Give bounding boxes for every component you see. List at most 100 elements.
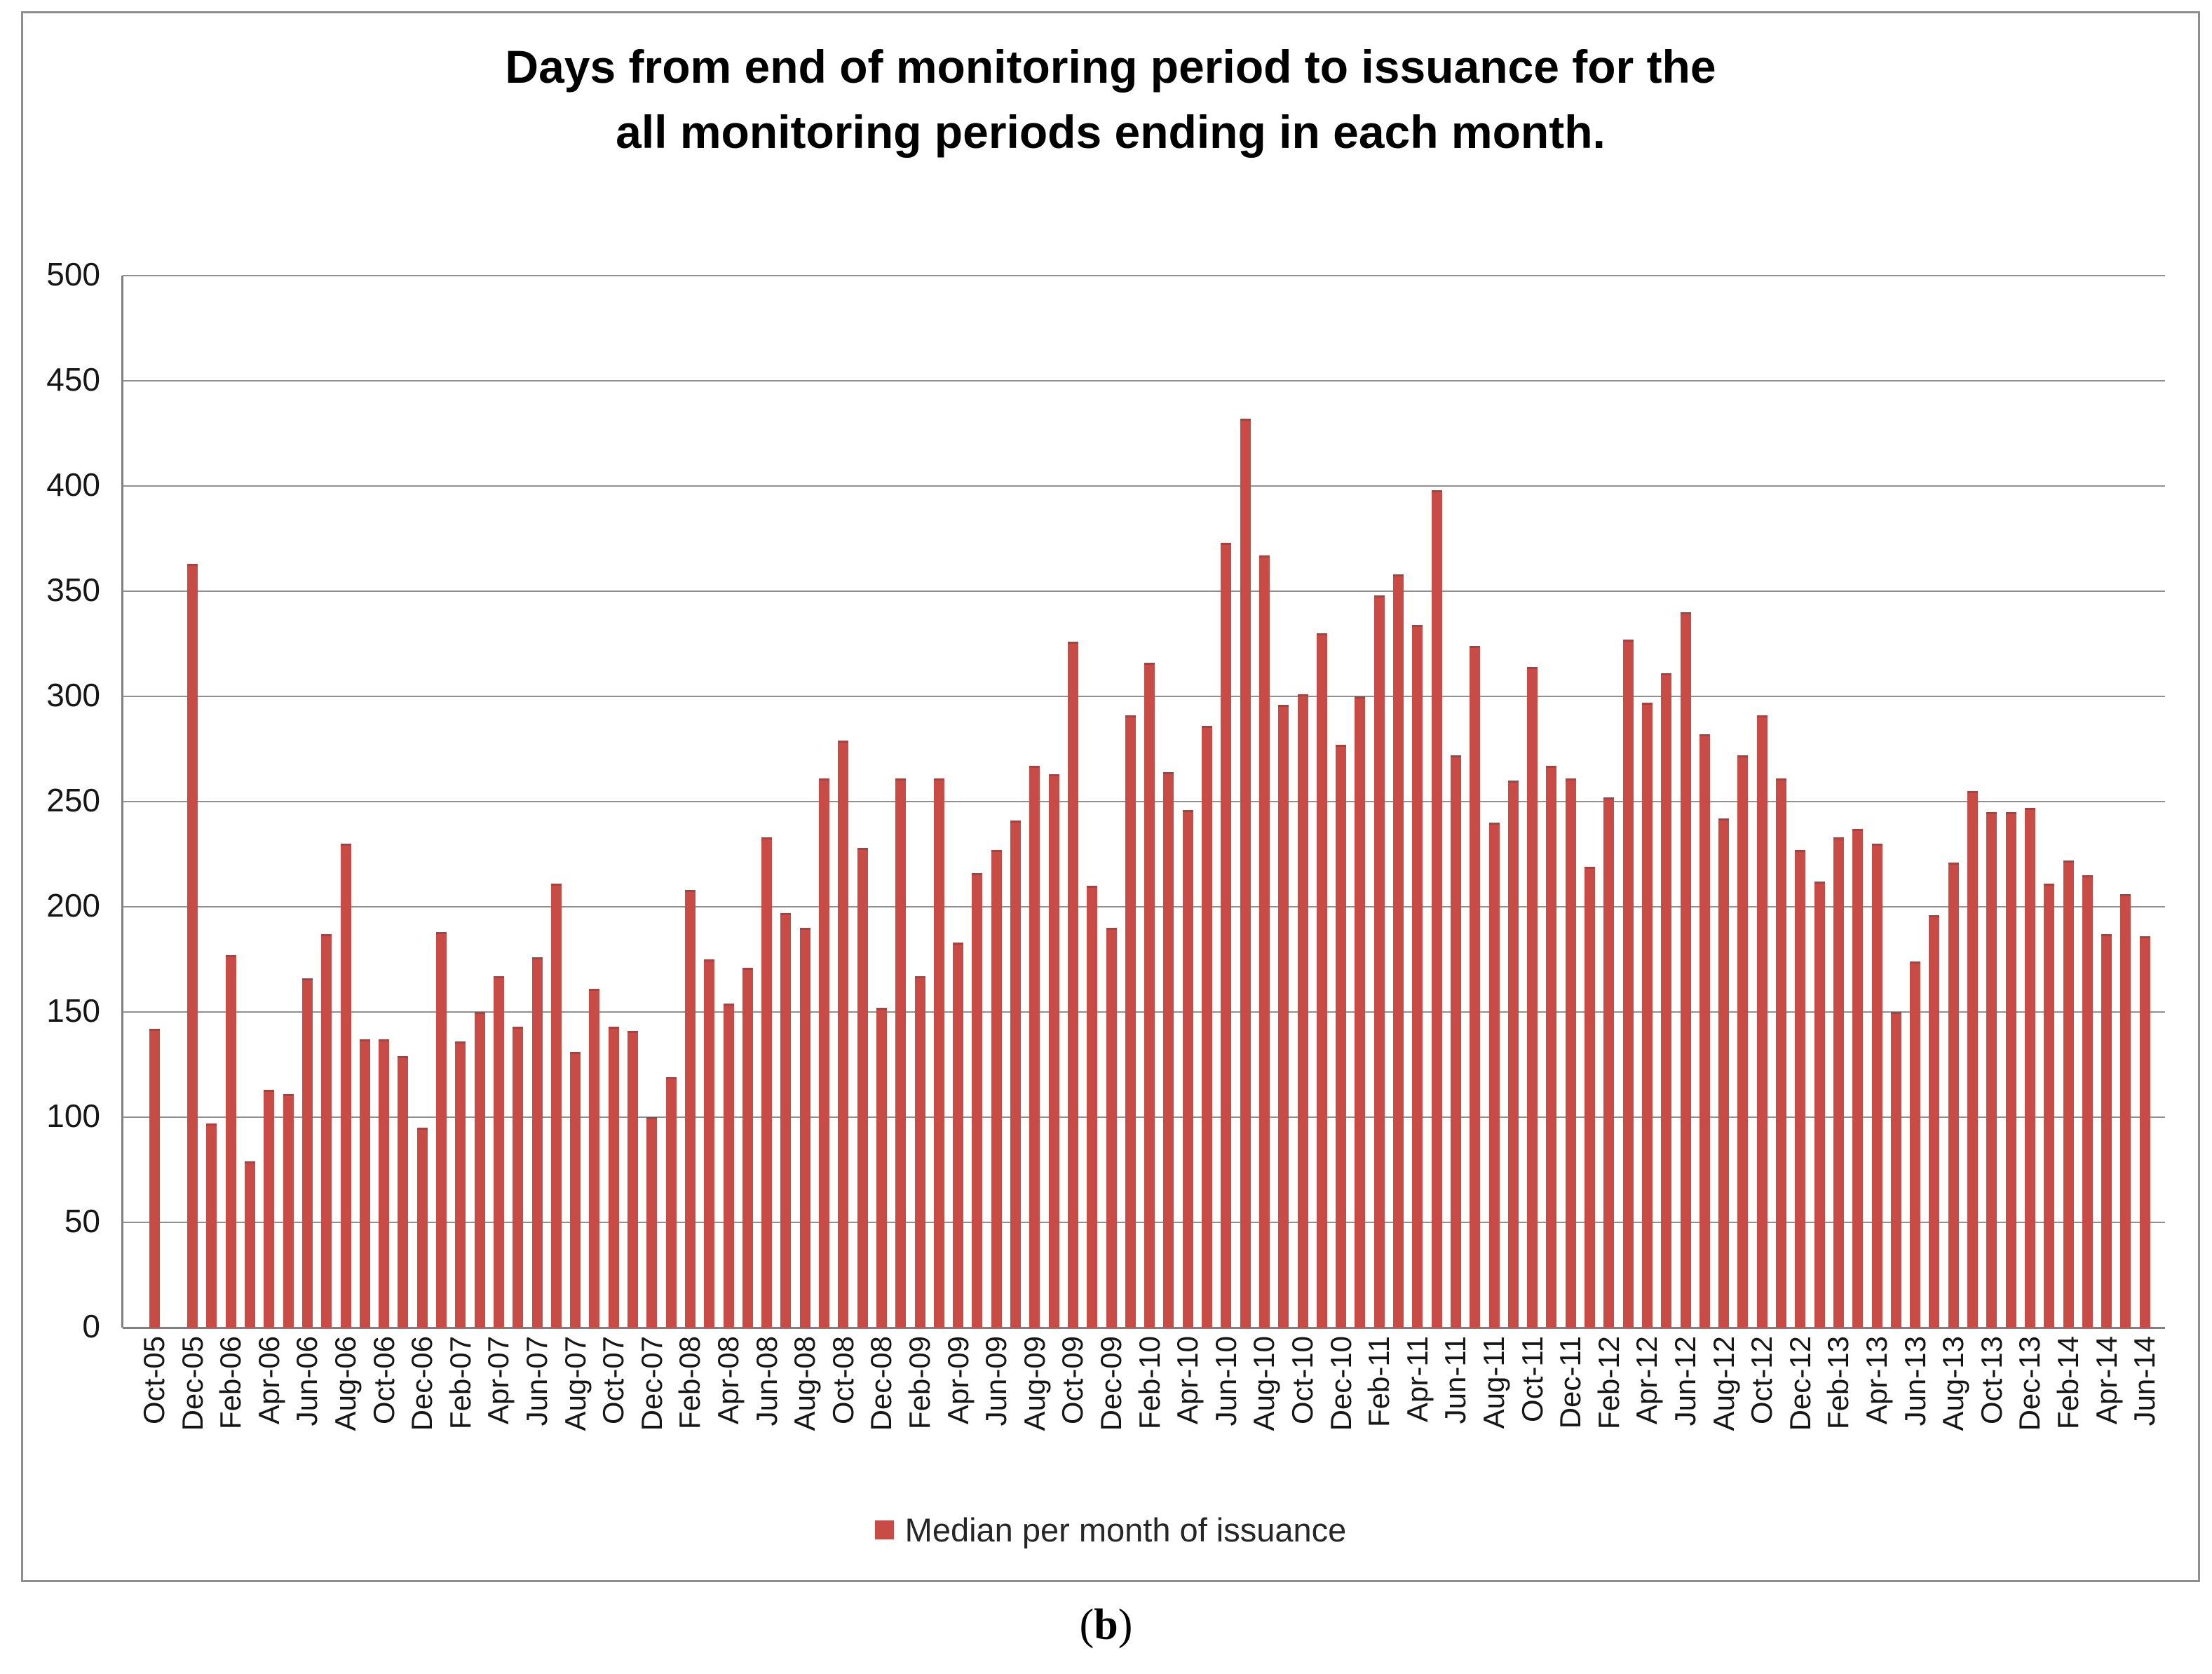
x-tick-label-Feb-11: Feb-11 — [1362, 1336, 1396, 1427]
bar-Feb-06 — [225, 955, 236, 1328]
gridline-200 — [123, 906, 2165, 907]
bar-Jul-08 — [780, 913, 792, 1328]
bar-Jan-11 — [1355, 696, 1366, 1328]
bar-Oct-12 — [1756, 715, 1767, 1328]
x-tick-label-Dec-11: Dec-11 — [1554, 1336, 1587, 1429]
bar-Aug-13 — [1948, 863, 1959, 1328]
caption-close: ) — [1118, 1601, 1133, 1649]
x-tick-label-Dec-06: Dec-06 — [405, 1336, 439, 1431]
bar-Jul-13 — [1929, 915, 1940, 1328]
x-tick-label-Aug-06: Aug-06 — [329, 1336, 362, 1431]
bar-Aug-11 — [1488, 823, 1500, 1328]
x-tick-label-Aug-10: Aug-10 — [1247, 1336, 1281, 1431]
x-tick-label-Jun-08: Jun-08 — [749, 1336, 783, 1426]
bar-May-10 — [1202, 726, 1212, 1328]
bar-May-09 — [972, 873, 983, 1328]
bar-Dec-09 — [1106, 928, 1117, 1328]
bar-Apr-13 — [1871, 844, 1882, 1328]
bar-Jun-12 — [1680, 612, 1691, 1328]
bar-Aug-06 — [340, 844, 351, 1328]
gridline-500 — [123, 275, 2165, 276]
x-tick-label-Jun-12: Jun-12 — [1669, 1336, 1702, 1426]
bar-Jul-12 — [1699, 734, 1710, 1328]
gridline-50 — [123, 1222, 2165, 1223]
bar-Mar-10 — [1163, 772, 1174, 1328]
bar-Aug-10 — [1258, 555, 1270, 1328]
y-tick-label-150: 150 — [46, 992, 100, 1029]
bar-Sep-07 — [589, 989, 600, 1328]
bar-Oct-08 — [838, 741, 849, 1328]
bar-Jun-08 — [761, 837, 773, 1328]
bar-Jan-14 — [2044, 884, 2055, 1328]
bar-Nov-12 — [1776, 778, 1786, 1328]
bar-Jul-10 — [1240, 419, 1251, 1328]
x-tick-label-Oct-11: Oct-11 — [1515, 1336, 1549, 1422]
bar-Jul-09 — [1010, 821, 1021, 1328]
gridline-450 — [123, 380, 2165, 382]
bar-Dec-05 — [187, 564, 198, 1328]
bar-Nov-06 — [398, 1056, 409, 1328]
bar-Mar-07 — [474, 1012, 485, 1328]
bar-Nov-07 — [627, 1031, 638, 1328]
x-tick-label-Apr-08: Apr-08 — [712, 1336, 745, 1425]
bar-Apr-08 — [723, 1004, 734, 1328]
x-tick-label-Aug-12: Aug-12 — [1707, 1336, 1740, 1431]
x-tick-label-Jun-10: Jun-10 — [1209, 1336, 1242, 1426]
bar-Mar-13 — [1852, 829, 1864, 1328]
bar-Sep-11 — [1507, 781, 1519, 1328]
bar-Jun-10 — [1221, 543, 1232, 1328]
x-tick-label-Apr-07: Apr-07 — [482, 1336, 515, 1425]
bar-Dec-12 — [1795, 850, 1806, 1328]
bar-Sep-08 — [819, 778, 829, 1328]
x-tick-label-Feb-10: Feb-10 — [1132, 1336, 1166, 1430]
x-tick-label-Dec-09: Dec-09 — [1094, 1336, 1127, 1431]
x-tick-label-Jun-09: Jun-09 — [979, 1336, 1013, 1426]
bar-May-12 — [1661, 673, 1672, 1328]
bar-Mar-09 — [933, 778, 944, 1328]
bar-Nov-11 — [1546, 766, 1557, 1328]
legend-marker-icon — [874, 1520, 894, 1539]
y-tick-label-50: 50 — [64, 1203, 100, 1239]
bar-Jan-07 — [436, 932, 447, 1328]
y-tick-label-100: 100 — [46, 1098, 100, 1134]
bar-May-08 — [742, 968, 753, 1328]
x-tick-label-Apr-14: Apr-14 — [2089, 1336, 2123, 1425]
bar-Feb-09 — [914, 976, 925, 1328]
caption-open: ( — [1079, 1601, 1094, 1649]
bar-Apr-09 — [953, 943, 964, 1328]
bar-Jun-14 — [2139, 936, 2150, 1328]
x-tick-label-Oct-13: Oct-13 — [1974, 1336, 2008, 1425]
plot-area: 0 50 100 150 200 250 300 350 400 450 500 Oct-05 Dec-… — [46, 256, 2165, 1431]
x-tick-label-Oct-08: Oct-08 — [826, 1336, 860, 1425]
bar-Feb-12 — [1603, 797, 1615, 1328]
x-tick-label-Feb-06: Feb-06 — [214, 1336, 247, 1430]
y-tick-label-250: 250 — [46, 782, 100, 818]
bar-Feb-14 — [2063, 860, 2074, 1328]
bar-Nov-10 — [1316, 633, 1327, 1328]
x-tick-label-Feb-09: Feb-09 — [903, 1336, 936, 1430]
bar-Aug-09 — [1029, 766, 1040, 1328]
x-tick-label-Jun-14: Jun-14 — [2128, 1336, 2162, 1426]
bar-Feb-07 — [455, 1041, 466, 1328]
bar-Jun-09 — [991, 850, 1002, 1328]
legend-label: Median per month of issuance — [904, 1511, 1347, 1548]
gridline-250 — [123, 801, 2165, 802]
bar-Jun-13 — [1910, 961, 1921, 1328]
bar-Apr-12 — [1641, 703, 1653, 1328]
bar-Jul-07 — [550, 884, 562, 1328]
y-axis-line — [121, 276, 123, 1328]
x-tick-label-Apr-12: Apr-12 — [1630, 1336, 1664, 1425]
bar-Jan-12 — [1585, 867, 1595, 1328]
x-tick-label-Dec-08: Dec-08 — [864, 1336, 898, 1431]
x-tick-label-Jun-07: Jun-07 — [520, 1336, 553, 1426]
bar-Sep-12 — [1737, 755, 1749, 1328]
bar-Jun-11 — [1450, 755, 1461, 1328]
x-tick-label-Aug-11: Aug-11 — [1477, 1336, 1510, 1429]
bar-Dec-11 — [1565, 778, 1576, 1328]
bar-Aug-07 — [570, 1052, 581, 1328]
bar-Oct-07 — [608, 1027, 619, 1328]
bar-Apr-14 — [2101, 934, 2112, 1328]
bar-Jan-10 — [1125, 715, 1136, 1328]
x-tick-label-Aug-13: Aug-13 — [1936, 1336, 1970, 1431]
gridline-350 — [123, 590, 2165, 592]
